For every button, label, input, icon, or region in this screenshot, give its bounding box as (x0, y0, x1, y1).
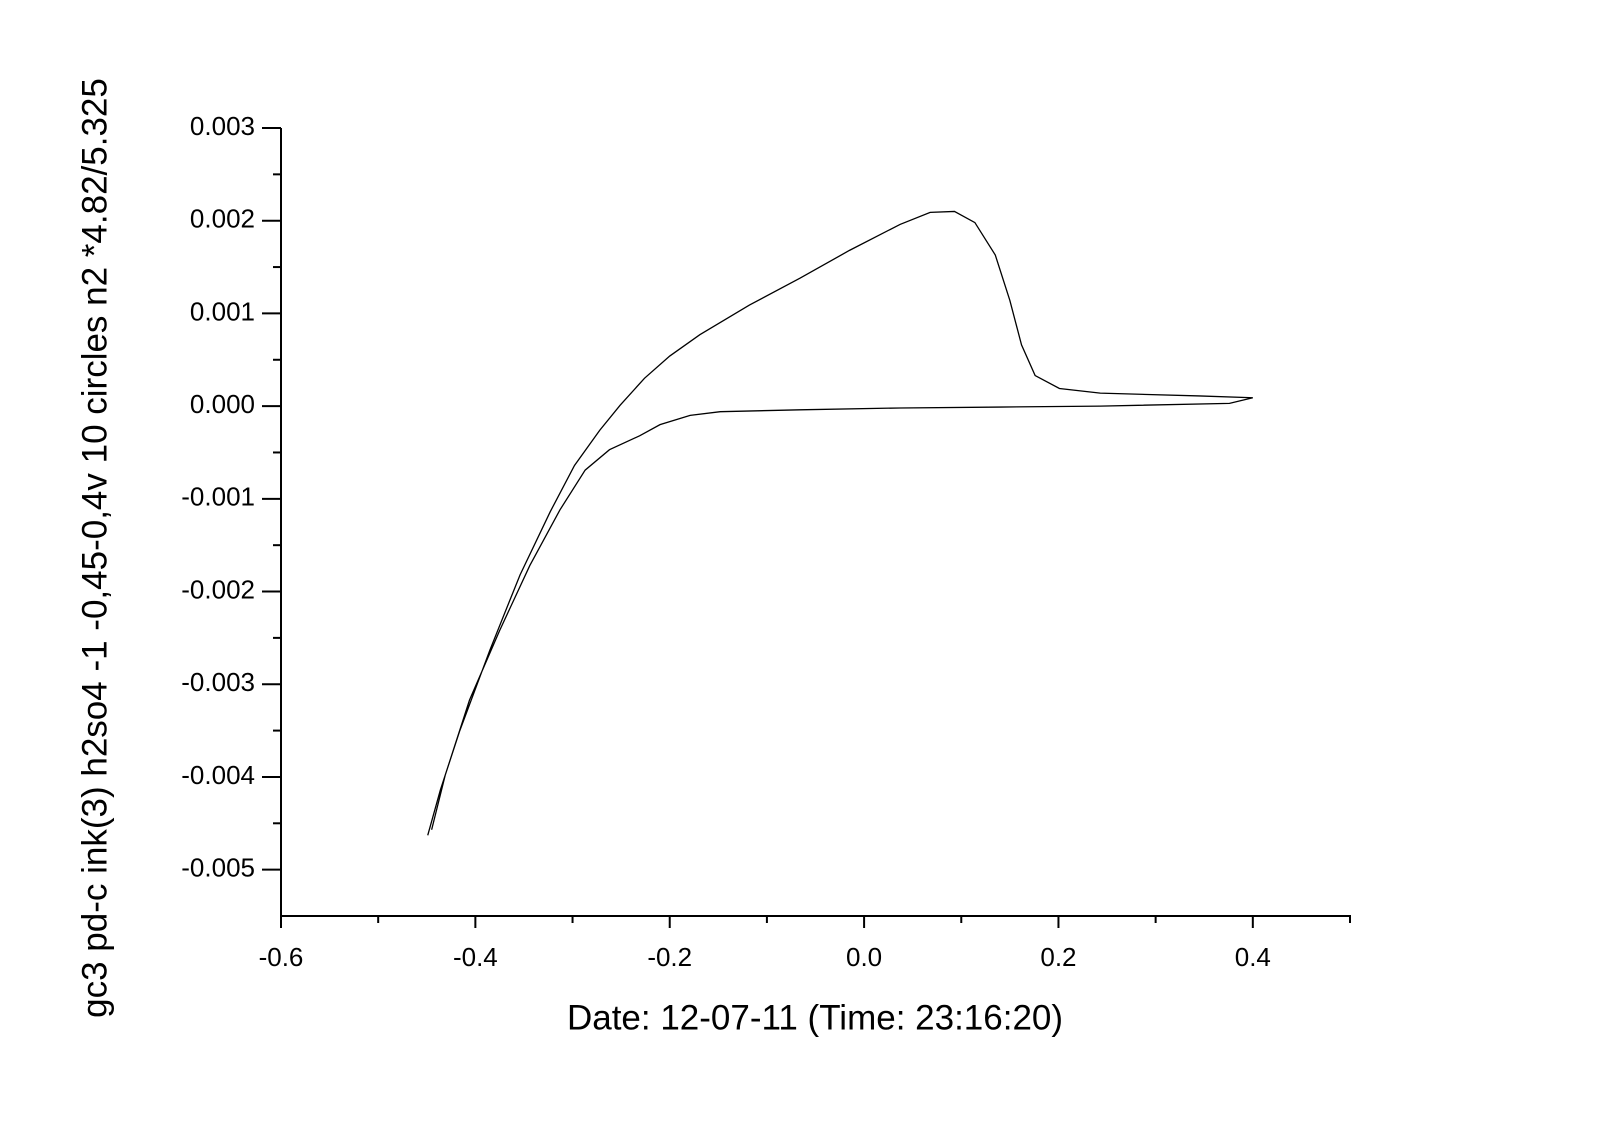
y-tick-label: 0.001 (190, 296, 255, 326)
y-tick-label: -0.001 (181, 482, 255, 512)
y-tick-label: -0.005 (181, 853, 255, 883)
x-tick-label: 0.0 (846, 942, 882, 972)
x-axis-label: Date: 12-07-11 (Time: 23:16:20) (567, 998, 1063, 1037)
x-tick-label: 0.4 (1235, 942, 1271, 972)
data-line (427, 210, 1253, 836)
x-tick-label: 0.2 (1040, 942, 1076, 972)
y-tick-label: -0.003 (181, 667, 255, 697)
y-tick-label: -0.004 (181, 760, 255, 790)
x-tick-label: -0.4 (453, 942, 498, 972)
y-tick-label: 0.000 (190, 389, 255, 419)
y-tick-label: 0.003 (190, 111, 255, 141)
y-tick-label: -0.002 (181, 574, 255, 604)
y-tick-label: 0.002 (190, 204, 255, 234)
x-tick-label: -0.2 (647, 942, 692, 972)
x-tick-label: -0.6 (259, 942, 304, 972)
y-axis-label: gc3 pd-c ink(3) h2so4 -1 -0,45-0,4v 10 c… (75, 78, 114, 1018)
